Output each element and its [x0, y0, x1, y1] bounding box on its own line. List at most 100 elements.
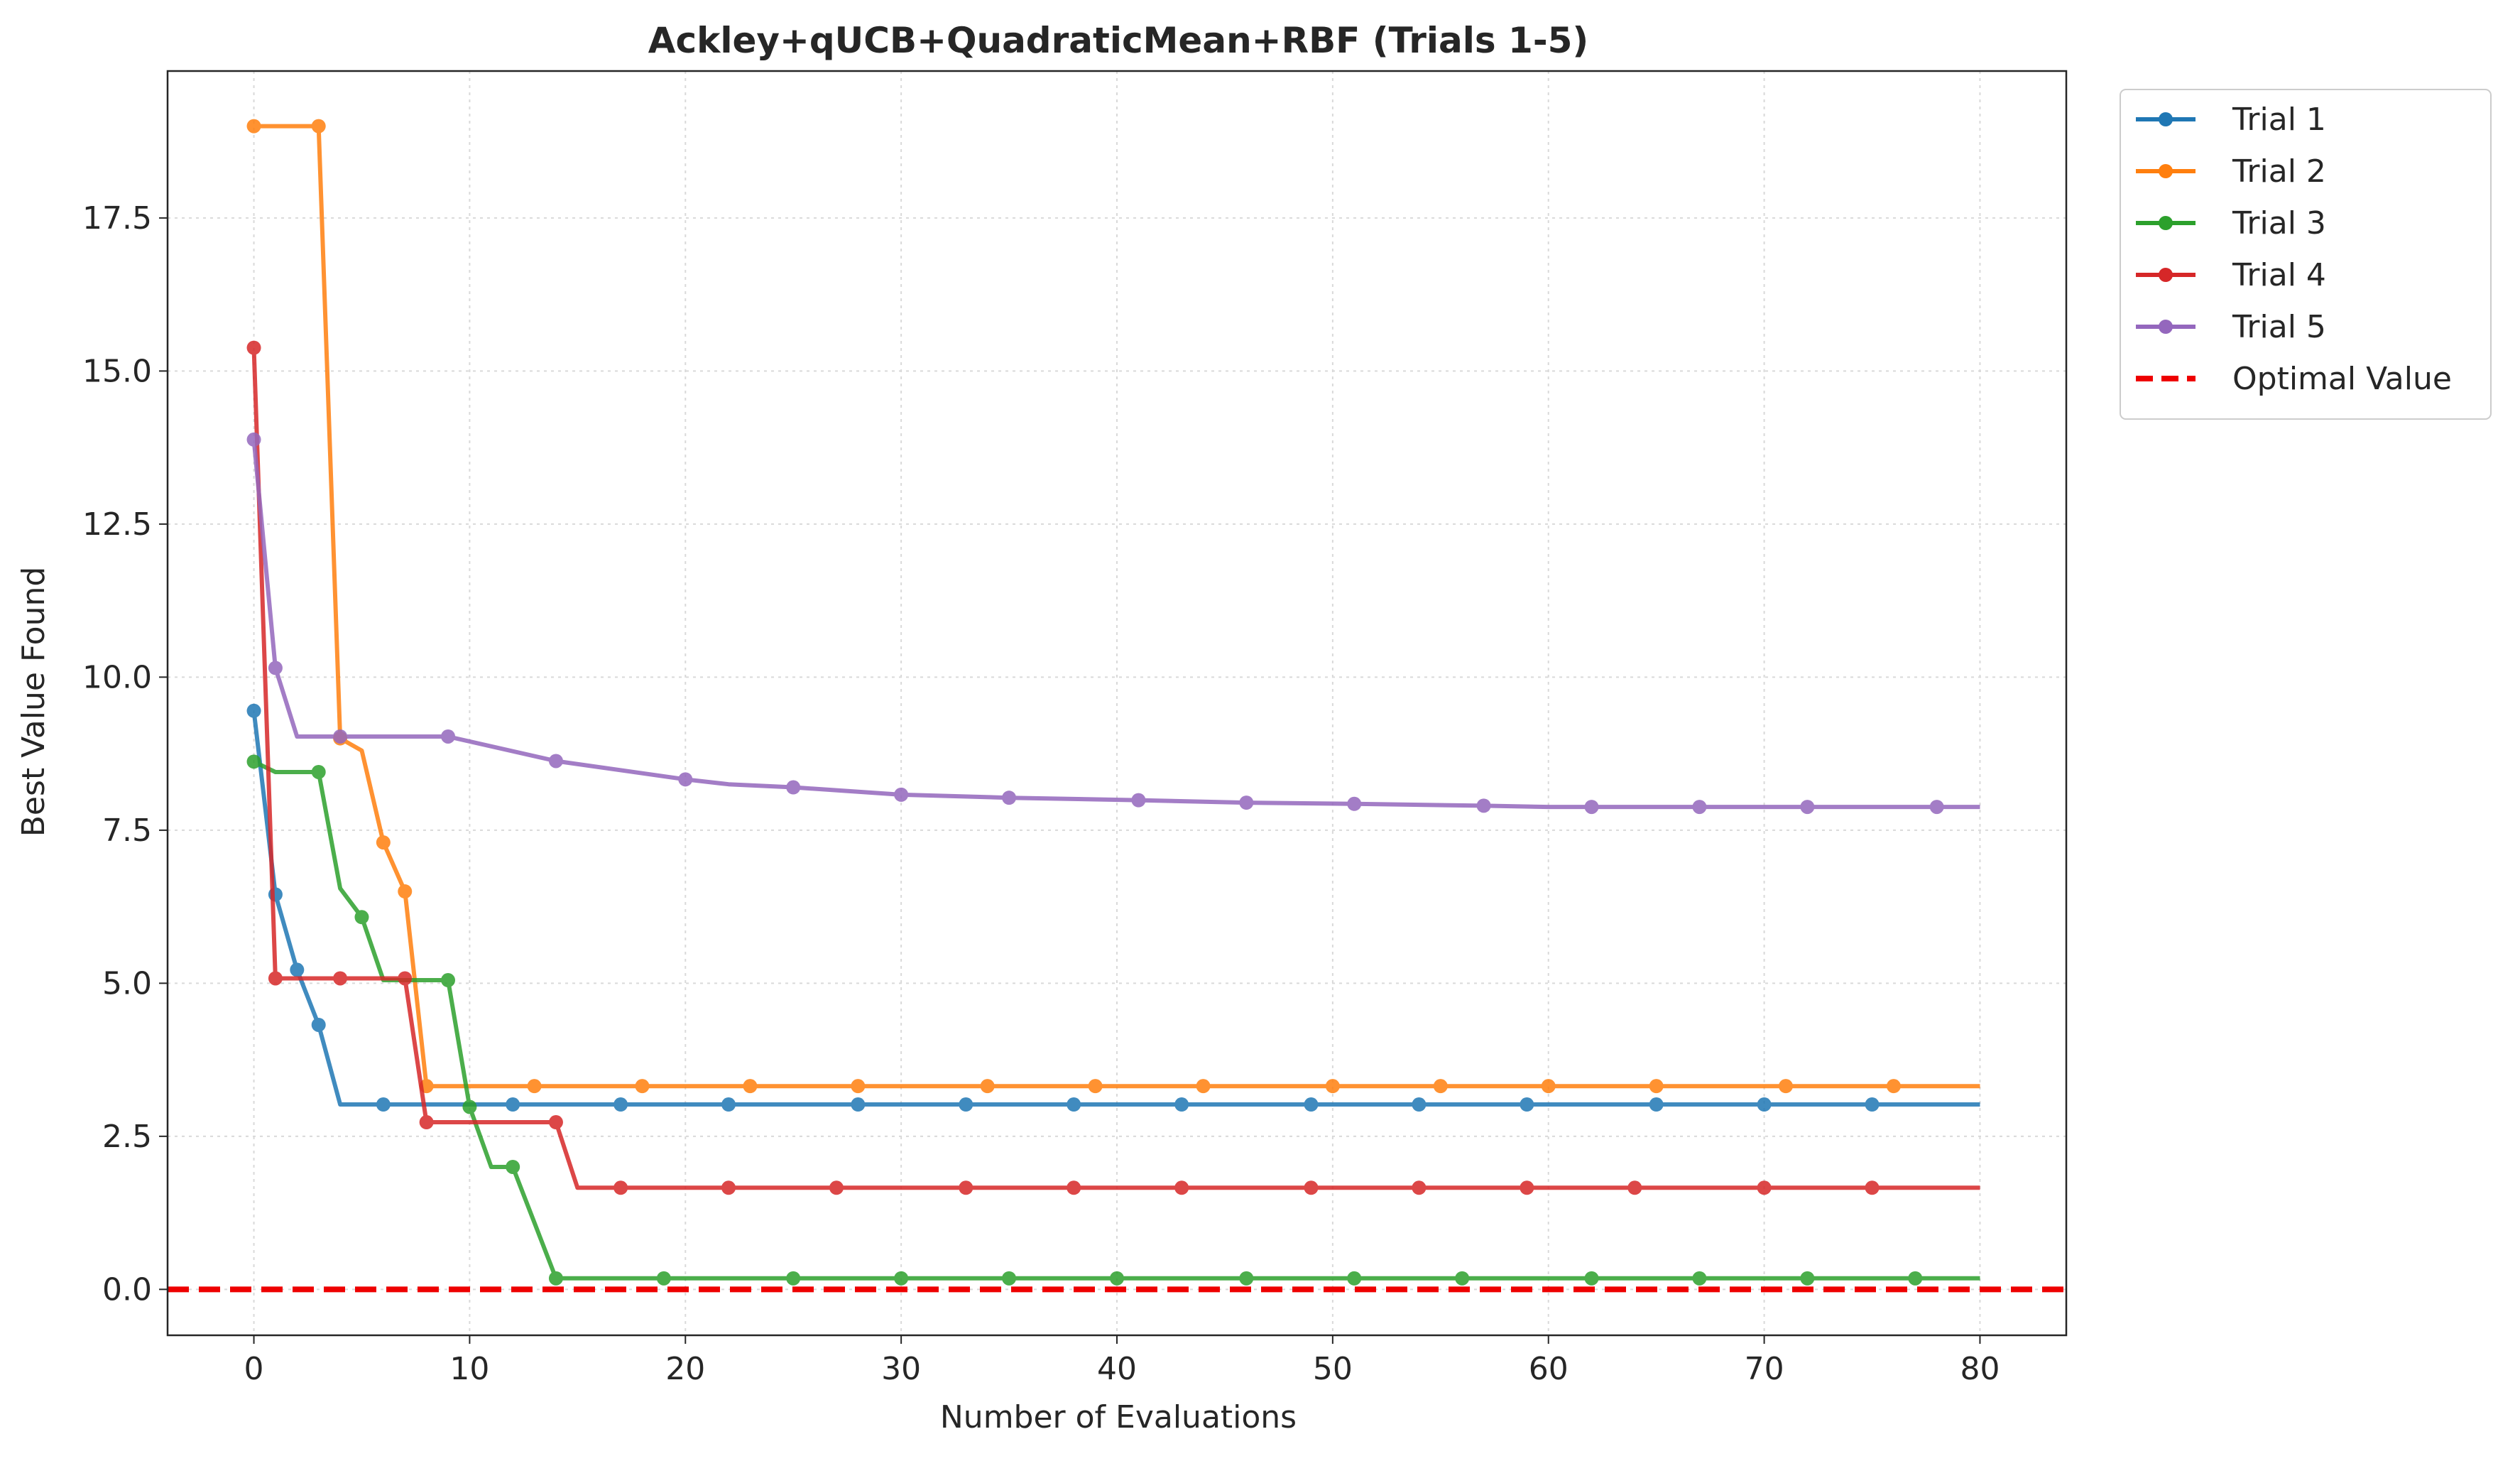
series-trial-3: [246, 754, 1980, 1286]
data-point-trial-2: [635, 1079, 650, 1094]
data-point-trial-4: [721, 1180, 736, 1195]
data-point-trial-5: [268, 661, 283, 675]
legend-label: Optimal Value: [2232, 361, 2452, 397]
data-point-trial-1: [1412, 1097, 1427, 1112]
legend-swatch-marker: [2159, 320, 2173, 334]
y-axis-label: Best Value Found: [16, 567, 52, 837]
legend-swatch-marker: [2159, 268, 2173, 282]
x-tick-label: 10: [449, 1351, 489, 1387]
data-point-trial-2: [527, 1079, 542, 1094]
data-point-trial-4: [548, 1115, 563, 1130]
data-point-trial-1: [1520, 1097, 1534, 1112]
grid-lines: [168, 71, 2066, 1335]
legend-label: Trial 5: [2232, 309, 2326, 345]
x-tick-label: 0: [244, 1351, 264, 1387]
data-point-trial-4: [333, 971, 348, 986]
legend-label: Trial 1: [2232, 102, 2326, 138]
series-line-trial-3: [253, 759, 1980, 1281]
data-point-trial-3: [1239, 1271, 1254, 1286]
data-point-trial-3: [506, 1159, 520, 1174]
data-point-trial-2: [1886, 1079, 1901, 1094]
axis-ticks: 0 10 20 30 40 50 60 70 80 0.0 2.5 5.0 7.5 10.0 12.5 15.…: [82, 200, 2000, 1387]
data-point-trial-4: [1757, 1180, 1772, 1195]
y-tick-label: 17.5: [82, 200, 152, 237]
data-point-trial-2: [1325, 1079, 1340, 1094]
data-point-trial-5: [246, 432, 261, 447]
y-tick-label: 7.5: [102, 813, 152, 849]
data-point-trial-1: [246, 703, 261, 718]
x-tick-label: 20: [665, 1351, 705, 1387]
y-tick-label: 15.0: [82, 353, 152, 389]
data-point-trial-3: [786, 1271, 801, 1286]
data-point-trial-1: [1757, 1097, 1772, 1112]
x-tick-label: 60: [1529, 1351, 1569, 1387]
legend-label: Trial 4: [2232, 257, 2326, 293]
data-point-trial-5: [1239, 795, 1254, 810]
data-point-trial-2: [398, 884, 413, 899]
y-tick-label: 12.5: [82, 506, 152, 543]
data-point-trial-2: [246, 119, 261, 134]
data-point-trial-3: [354, 910, 369, 925]
chart-title: Ackley+qUCB+QuadraticMean+RBF (Trials 1-…: [648, 20, 1589, 61]
data-point-trial-2: [311, 119, 326, 134]
data-point-trial-3: [441, 973, 456, 988]
x-axis-label: Number of Evaluations: [940, 1399, 1297, 1435]
legend-swatch-marker: [2159, 216, 2173, 230]
data-point-trial-2: [1088, 1079, 1103, 1094]
data-point-trial-2: [980, 1079, 995, 1094]
data-point-trial-2: [1196, 1079, 1211, 1094]
y-tick-label: 2.5: [102, 1119, 152, 1155]
data-point-trial-3: [462, 1099, 477, 1114]
legend-swatch-marker: [2159, 164, 2173, 178]
data-point-trial-1: [959, 1097, 973, 1112]
x-tick-label: 50: [1313, 1351, 1353, 1387]
data-point-trial-1: [290, 962, 305, 977]
data-point-trial-5: [786, 780, 801, 795]
data-point-trial-5: [1002, 791, 1017, 805]
data-point-trial-4: [959, 1180, 973, 1195]
data-point-trial-4: [398, 971, 413, 986]
data-point-trial-4: [1174, 1180, 1189, 1195]
data-point-trial-5: [1800, 800, 1815, 815]
data-point-trial-2: [851, 1079, 866, 1094]
data-point-trial-3: [311, 764, 326, 779]
data-point-trial-4: [419, 1115, 434, 1130]
data-point-trial-4: [246, 340, 261, 355]
legend-label: Trial 3: [2232, 205, 2326, 241]
data-point-trial-4: [1627, 1180, 1642, 1195]
data-point-trial-4: [613, 1180, 628, 1195]
x-tick-label: 30: [881, 1351, 921, 1387]
series-trial-5: [246, 432, 1980, 815]
y-tick-label: 0.0: [102, 1271, 152, 1308]
legend: Trial 1 Trial 2 Trial 3 Trial 4 Trial 5 Optim…: [2120, 89, 2492, 420]
data-point-trial-3: [1347, 1271, 1362, 1286]
data-point-trial-3: [1455, 1271, 1470, 1286]
data-point-trial-4: [1412, 1180, 1427, 1195]
data-point-trial-3: [894, 1271, 909, 1286]
data-point-trial-5: [678, 772, 693, 787]
data-point-trial-3: [548, 1271, 563, 1286]
data-point-trial-5: [1584, 800, 1599, 815]
data-point-trial-3: [1584, 1271, 1599, 1286]
y-tick-label: 5.0: [102, 965, 152, 1001]
data-point-trial-2: [1433, 1079, 1448, 1094]
data-point-trial-4: [1865, 1180, 1880, 1195]
series-trial-4: [246, 340, 1980, 1195]
data-point-trial-1: [1649, 1097, 1664, 1112]
y-tick-label: 10.0: [82, 659, 152, 695]
data-point-trial-4: [1304, 1180, 1319, 1195]
data-point-trial-3: [1908, 1271, 1923, 1286]
data-point-trial-4: [1520, 1180, 1534, 1195]
data-point-trial-1: [1174, 1097, 1189, 1112]
x-tick-label: 70: [1745, 1351, 1784, 1387]
data-point-trial-1: [721, 1097, 736, 1112]
legend-box: [2120, 89, 2492, 420]
data-point-trial-5: [548, 754, 563, 768]
data-point-trial-2: [1541, 1079, 1556, 1094]
data-point-trial-5: [1476, 798, 1491, 813]
data-point-trial-1: [311, 1017, 326, 1032]
data-point-trial-2: [743, 1079, 758, 1094]
data-point-trial-5: [333, 729, 348, 744]
